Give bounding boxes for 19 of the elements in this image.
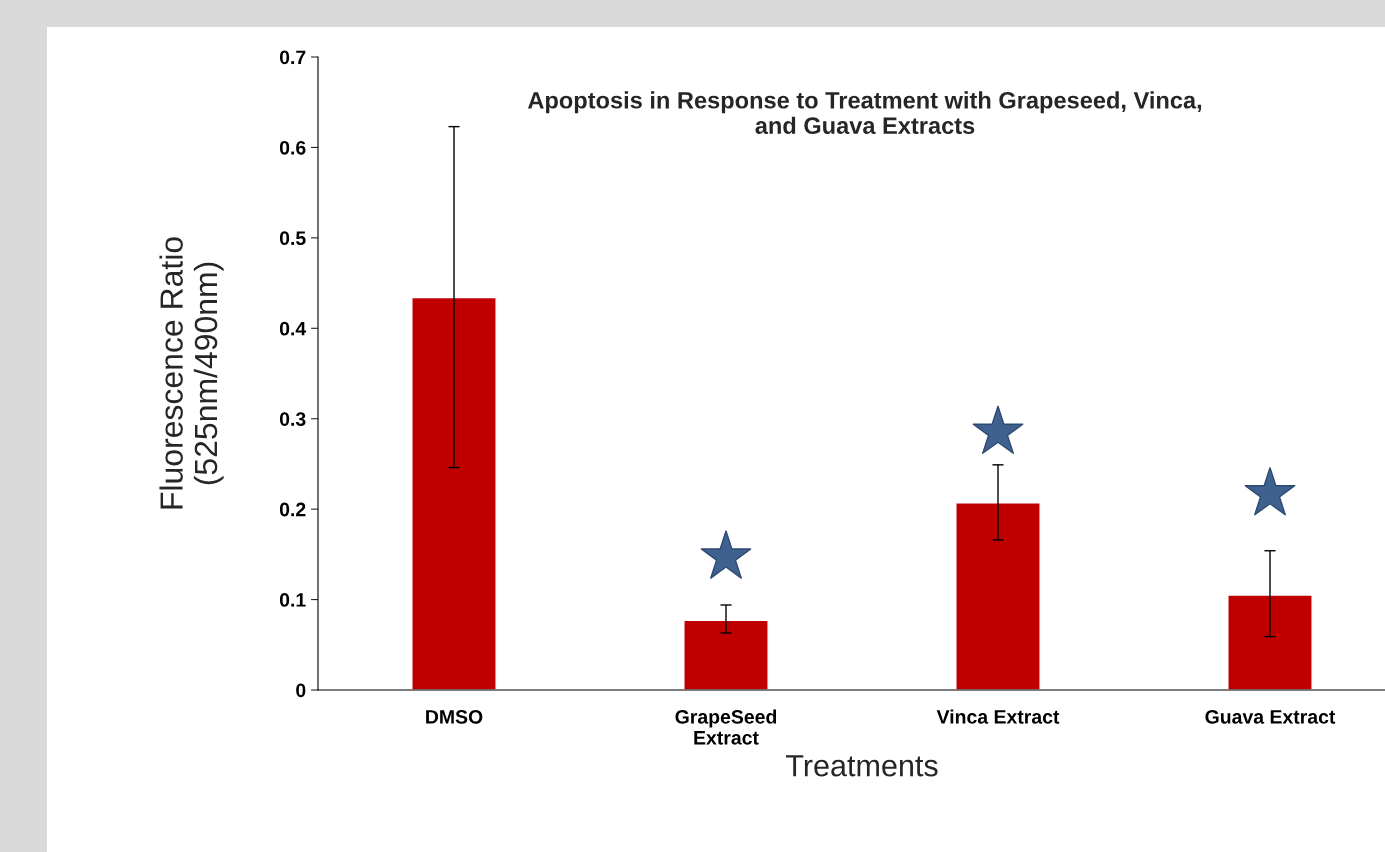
bar [955,502,1041,690]
y-axis-title: Fluorescence Ratio (525nm/490nm) [159,237,224,509]
y-tick-label: 0.6 [279,140,306,155]
x-axis-title: Treatments [786,755,938,777]
x-tick-label: DMSO [426,709,483,724]
bar [1227,594,1313,690]
x-tick-label: Vinca Extract [936,709,1060,724]
y-tick-label: 0.5 [279,231,306,246]
y-tick-label: 0.4 [279,321,307,336]
y-tick-label: 0.3 [279,412,306,426]
bar [411,296,497,690]
x-tick-label: GrapeSeed Extract [675,709,777,745]
x-tick-label: Guava Extract [1205,709,1336,724]
y-tick-label: 0.7 [279,50,306,65]
y-tick-label: 0 [296,683,306,698]
text: Apoptosis in Response to Treatment with Grapeseed, Vinca, and Guava Extracts [527,91,1202,135]
y-tick-label: 0.2 [279,502,306,517]
bar [683,619,769,690]
y-tick-label: 0.1 [279,593,306,607]
